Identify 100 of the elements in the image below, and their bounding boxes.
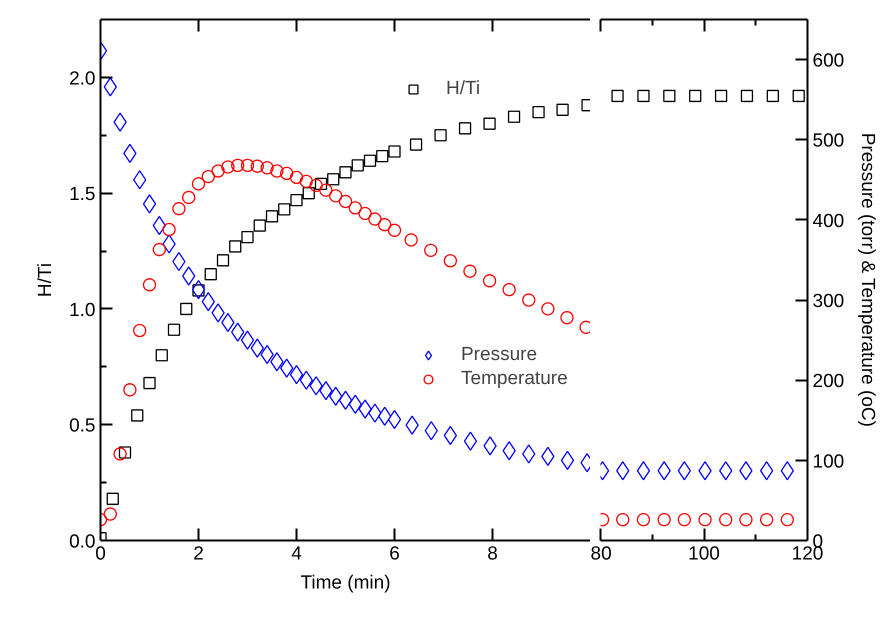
point xyxy=(405,415,419,435)
legend-label: H/Ti xyxy=(446,78,480,100)
point xyxy=(133,324,146,338)
point xyxy=(444,426,458,446)
point xyxy=(290,170,304,184)
point xyxy=(131,409,144,422)
point xyxy=(309,376,323,396)
point xyxy=(329,189,342,202)
point xyxy=(142,194,156,214)
y2-tick-label: 300 xyxy=(812,291,844,312)
y-tick-label: 0.0 xyxy=(69,532,96,552)
point xyxy=(560,450,574,470)
point xyxy=(410,138,422,151)
x-tick-label: 80 xyxy=(590,544,612,564)
point xyxy=(250,160,264,173)
point xyxy=(260,161,274,174)
point xyxy=(358,399,372,419)
point xyxy=(368,212,382,226)
point xyxy=(348,201,362,214)
point xyxy=(192,177,206,190)
point xyxy=(378,218,392,232)
point xyxy=(280,166,294,180)
point xyxy=(221,160,235,174)
point xyxy=(309,178,323,192)
legend-label: Pressure xyxy=(461,344,538,366)
x-tick-label: 100 xyxy=(688,544,720,564)
point xyxy=(118,446,132,459)
y2-axis-title: Pressure (torr) & Temperature (oC) xyxy=(857,132,878,427)
point xyxy=(240,330,254,350)
point xyxy=(302,187,315,200)
point xyxy=(444,254,458,268)
point xyxy=(204,268,217,280)
point xyxy=(180,302,192,316)
point xyxy=(278,203,290,216)
point xyxy=(172,202,186,216)
point xyxy=(216,254,230,266)
point xyxy=(113,112,127,132)
y-axis-title: H/Ti xyxy=(35,262,56,298)
point xyxy=(364,154,376,167)
point xyxy=(434,129,447,142)
point xyxy=(156,349,168,362)
point xyxy=(172,252,186,272)
point xyxy=(352,159,364,172)
point xyxy=(231,158,244,172)
point xyxy=(541,446,555,466)
point xyxy=(240,158,254,172)
point xyxy=(290,194,303,206)
y-tick-label: 2.0 xyxy=(69,68,96,90)
y2-tick-label: 600 xyxy=(812,50,844,72)
point xyxy=(143,376,156,390)
point xyxy=(560,311,574,324)
y2-tick-label: 500 xyxy=(812,130,844,152)
point xyxy=(270,352,284,372)
y2-tick-label: 100 xyxy=(812,451,844,472)
point xyxy=(254,219,266,232)
point xyxy=(483,436,497,456)
point xyxy=(458,122,472,134)
point xyxy=(388,410,402,430)
point xyxy=(388,224,402,237)
point xyxy=(202,170,215,184)
x-tick-label: 4 xyxy=(291,544,302,564)
point xyxy=(123,144,137,164)
point xyxy=(290,364,304,384)
point xyxy=(182,190,196,204)
point xyxy=(319,184,333,197)
x-axis-title: Time (min) xyxy=(300,572,391,594)
y-tick-label: 0.5 xyxy=(69,416,96,437)
point xyxy=(241,231,254,244)
point xyxy=(211,303,225,323)
y-tick-label: 1.5 xyxy=(69,184,96,206)
y2-tick-label: 200 xyxy=(812,371,844,392)
point xyxy=(556,104,569,116)
point xyxy=(424,244,438,257)
point xyxy=(211,164,225,178)
point xyxy=(358,206,372,220)
point xyxy=(168,324,180,336)
x-tick-label: 8 xyxy=(487,544,498,564)
point xyxy=(338,390,352,410)
point xyxy=(270,164,284,178)
point xyxy=(314,178,328,190)
point xyxy=(229,240,242,253)
point xyxy=(338,194,352,208)
point xyxy=(482,274,496,288)
point xyxy=(260,344,274,364)
point xyxy=(104,507,117,521)
point xyxy=(541,302,555,316)
point xyxy=(123,383,137,396)
point xyxy=(106,492,119,505)
y-tick-label: 1.0 xyxy=(69,300,96,321)
point xyxy=(152,242,166,256)
point xyxy=(463,264,477,278)
point xyxy=(113,447,127,461)
point xyxy=(221,312,235,332)
y2-tick-label: 400 xyxy=(812,210,844,232)
x-tick-label: 2 xyxy=(193,544,204,564)
point xyxy=(319,380,333,400)
point xyxy=(464,431,478,451)
point xyxy=(162,234,176,254)
point xyxy=(404,233,418,247)
legend-label: Temperature xyxy=(461,368,568,390)
